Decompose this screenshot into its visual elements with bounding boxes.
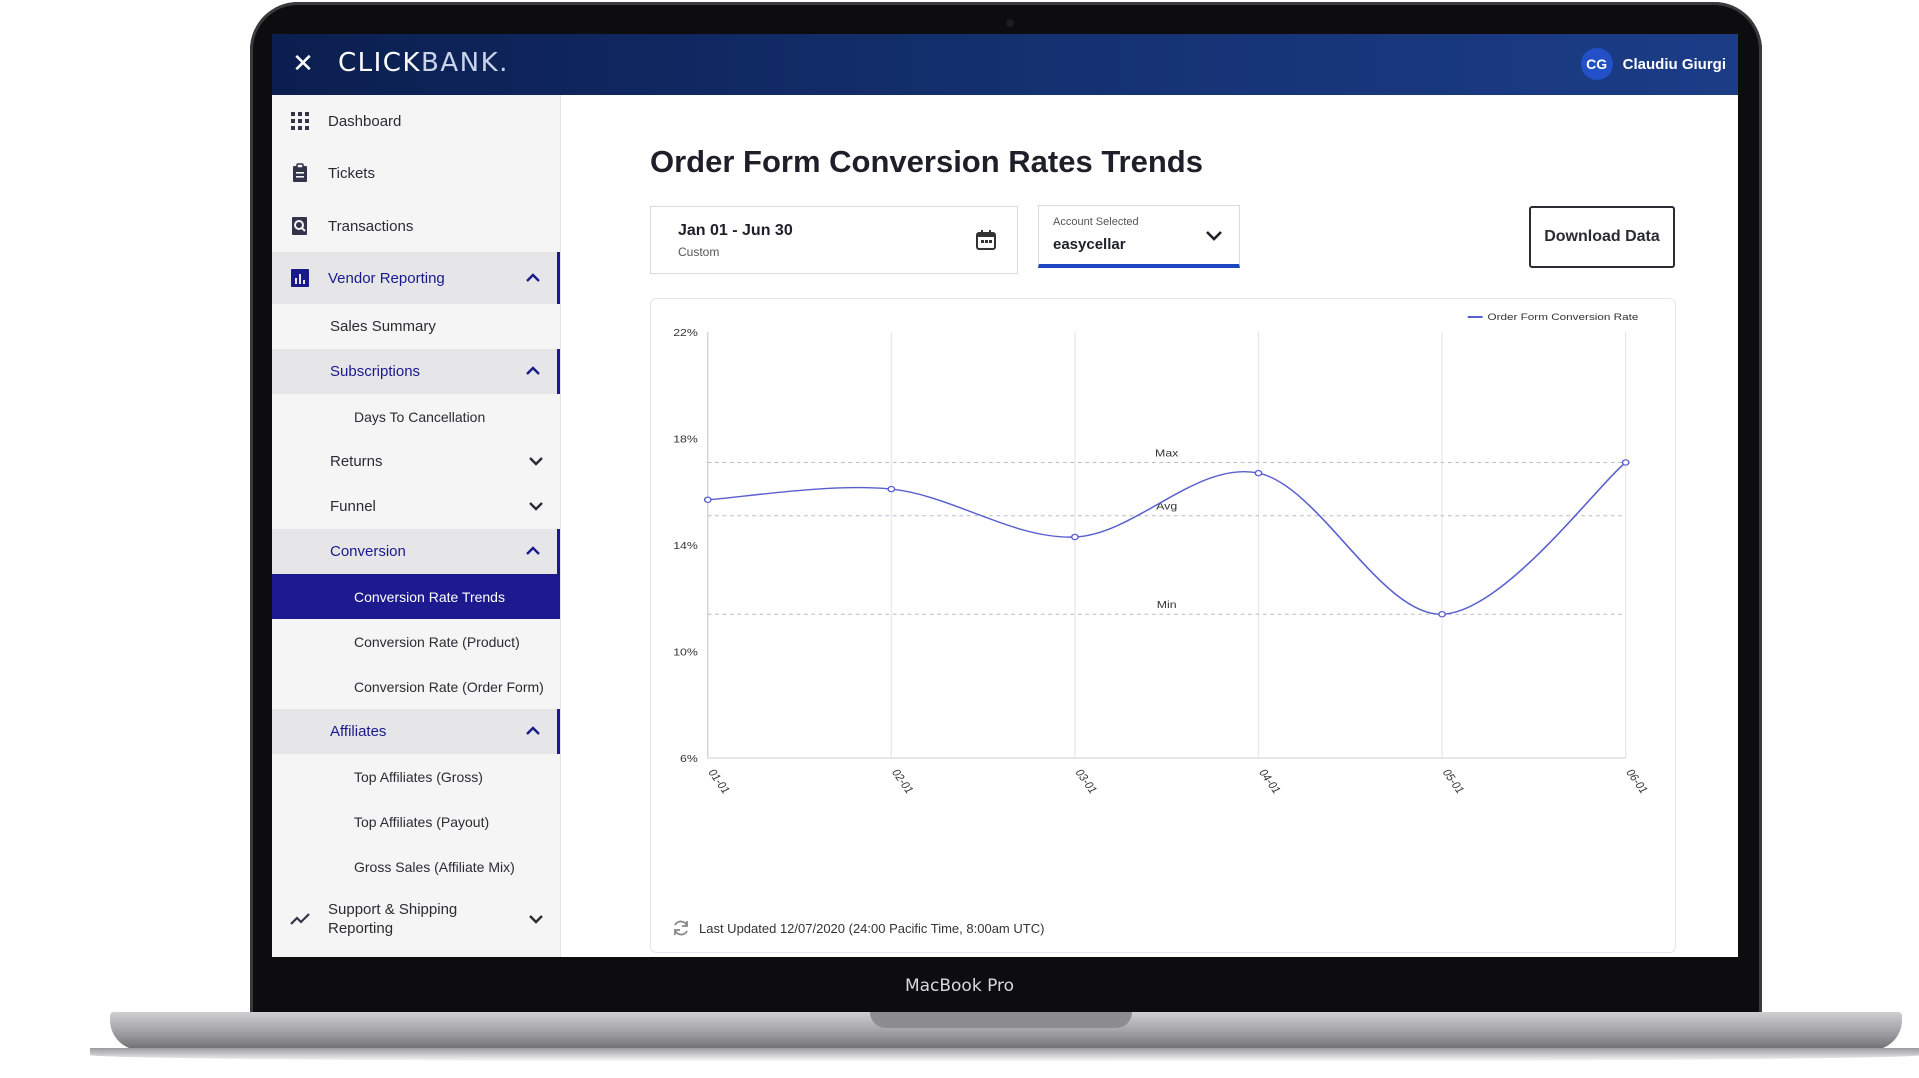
page-title: Order Form Conversion Rates Trends [650, 144, 1203, 179]
laptop-notch [870, 1012, 1132, 1028]
avatar[interactable]: CG [1580, 48, 1613, 80]
date-range-value: Jan 01 - Jun 30 [678, 222, 793, 239]
chevron-down-icon[interactable] [1203, 224, 1225, 246]
last-updated: Last Updated 12/07/2020 (24:00 Pacific T… [671, 918, 1044, 938]
chevron-up-icon[interactable] [523, 268, 543, 288]
logo: CLICKBANK. [338, 48, 509, 78]
sidebar-item-gross-sales-affiliate-mix[interactable]: Gross Sales (Affiliate Mix) [272, 844, 560, 889]
sidebar-item-support-shipping-reporting[interactable]: Support & Shipping Reporting [272, 889, 560, 949]
clipboard-icon [293, 163, 307, 182]
sidebar-item-vendor-reporting[interactable]: Vendor Reporting [272, 252, 560, 304]
sidebar-item-transactions[interactable]: Transactions [272, 200, 560, 252]
sidebar-item-label: Top Affiliates (Payout) [354, 813, 490, 830]
data-point [887, 485, 896, 493]
grid-icon [291, 112, 309, 130]
sidebar-item-label: Top Affiliates (Gross) [354, 768, 483, 785]
user-menu[interactable]: CG Claudiu Giurgi [1580, 48, 1726, 80]
chevron-down-icon[interactable] [526, 496, 546, 516]
x-tick-label: 01-01 [705, 768, 732, 795]
logo-text: CLICK [338, 48, 422, 78]
x-tick-label: 06-01 [1623, 768, 1650, 795]
sidebar-item-funnel[interactable]: Funnel [272, 484, 560, 529]
sidebar-item-label: Conversion Rate (Order Form) [354, 678, 544, 695]
sidebar-item-conversion[interactable]: Conversion [272, 529, 560, 574]
device-label: MacBook Pro [904, 976, 1015, 996]
legend-label: Order Form Conversion Rate [1487, 312, 1638, 323]
sidebar-item-label: Subscriptions [330, 363, 421, 380]
data-point [1438, 611, 1447, 618]
logo-text-thin: BANK. [421, 48, 509, 78]
sidebar-item-label: Conversion Rate (Product) [354, 633, 520, 650]
data-point [1254, 469, 1263, 477]
sidebar-item-label: Tickets [328, 165, 375, 182]
date-range-mode: Custom [678, 245, 720, 259]
sidebar-item-label: Conversion Rate Trends [354, 588, 505, 605]
sidebar-item-conversion-rate-trends[interactable]: Conversion Rate Trends [272, 574, 560, 619]
user-name[interactable]: Claudiu Giurgi [1622, 55, 1726, 73]
sidebar-item-affiliates[interactable]: Affiliates [272, 709, 560, 754]
sidebar-item-label: Returns [330, 453, 383, 470]
x-tick-label: 02-01 [888, 768, 915, 795]
y-tick-label: 14% [673, 541, 698, 552]
account-select-value: easycellar [1053, 236, 1126, 253]
sidebar-item-sales-summary[interactable]: Sales Summary [272, 304, 560, 349]
close-icon[interactable]: ✕ [292, 48, 314, 78]
sidebar-item-label: Funnel [330, 498, 376, 515]
chart-card: 22% 18% 14% 10% 6% 01-01 02-01 03-01 04-01 05-01 0… [650, 298, 1676, 953]
search-doc-icon [292, 217, 307, 235]
y-tick-label: 10% [673, 647, 698, 658]
sidebar-item-top-affiliates-payout[interactable]: Top Affiliates (Payout) [272, 799, 560, 844]
sidebar-item-subscriptions[interactable]: Subscriptions [272, 349, 560, 394]
data-point [703, 496, 712, 503]
sidebar-item-label: Affiliates [330, 723, 387, 740]
x-tick-label: 05-01 [1439, 768, 1466, 795]
last-updated-text: Last Updated 12/07/2020 (24:00 Pacific T… [699, 920, 1045, 936]
line-chart: 22% 18% 14% 10% 6% 01-01 02-01 03-01 04-01 05-01 0… [673, 312, 1650, 795]
data-point [1070, 533, 1079, 541]
reference-label: Max [1155, 448, 1179, 459]
chevron-up-icon[interactable] [523, 721, 543, 741]
camera [1006, 19, 1014, 27]
sidebar-item-conversion-rate-product[interactable]: Conversion Rate (Product) [272, 619, 560, 664]
sidebar-item-label: Dashboard [328, 112, 402, 130]
bar-chart-icon [291, 269, 309, 287]
chevron-up-icon[interactable] [523, 361, 543, 381]
chevron-up-icon[interactable] [523, 541, 543, 561]
sidebar-item-dashboard[interactable]: Dashboard [272, 95, 560, 147]
sidebar-item-days-to-cancellation[interactable]: Days To Cancellation [272, 394, 560, 439]
sidebar-item-label: Conversion [330, 543, 406, 560]
topbar: ✕ CLICKBANK. CG Claudiu Giurgi [272, 34, 1738, 95]
x-tick-label: 04-01 [1256, 768, 1283, 795]
date-range-picker[interactable]: Jan 01 - Jun 30 Custom [650, 206, 1018, 274]
account-select-label: Account Selected [1053, 216, 1139, 228]
y-tick-label: 22% [673, 328, 698, 339]
sidebar-item-label: Vendor Reporting [328, 269, 445, 287]
sidebar-item-label: Sales Summary [330, 318, 436, 335]
y-tick-label: 18% [673, 434, 698, 445]
x-tick-label: 03-01 [1072, 768, 1099, 795]
sidebar-item-label: Support & Shipping Reporting [328, 901, 458, 937]
sidebar-item-tickets[interactable]: Tickets [272, 147, 560, 200]
account-select[interactable]: Account Selected easycellar [1038, 205, 1240, 268]
chevron-down-icon[interactable] [526, 451, 546, 471]
sidebar-item-label: Gross Sales (Affiliate Mix) [354, 858, 515, 875]
app-screen: ✕ CLICKBANK. CG Claudiu Giurgi Dashboard… [272, 34, 1738, 957]
y-tick-label: 6% [680, 754, 698, 765]
sidebar-item-conversion-rate-order-form[interactable]: Conversion Rate (Order Form) [272, 664, 560, 709]
series-line [707, 461, 1627, 615]
reference-label: Avg [1156, 502, 1177, 513]
sidebar-item-label: Transactions [328, 217, 414, 235]
chevron-down-icon[interactable] [526, 909, 546, 929]
refresh-icon[interactable] [671, 918, 691, 938]
laptop-shadow [90, 1048, 1919, 1062]
data-point [1621, 459, 1630, 466]
sidebar-item-returns[interactable]: Returns [272, 439, 560, 484]
download-data-button[interactable]: Download Data [1529, 206, 1675, 268]
reference-label: Min [1157, 600, 1177, 611]
trend-icon [290, 913, 310, 925]
sidebar-item-top-affiliates-gross[interactable]: Top Affiliates (Gross) [272, 754, 560, 799]
calendar-icon[interactable] [975, 229, 997, 251]
sidebar: Dashboard Tickets Transactions Vendor Re… [272, 95, 561, 957]
sidebar-item-label: Days To Cancellation [354, 408, 486, 425]
